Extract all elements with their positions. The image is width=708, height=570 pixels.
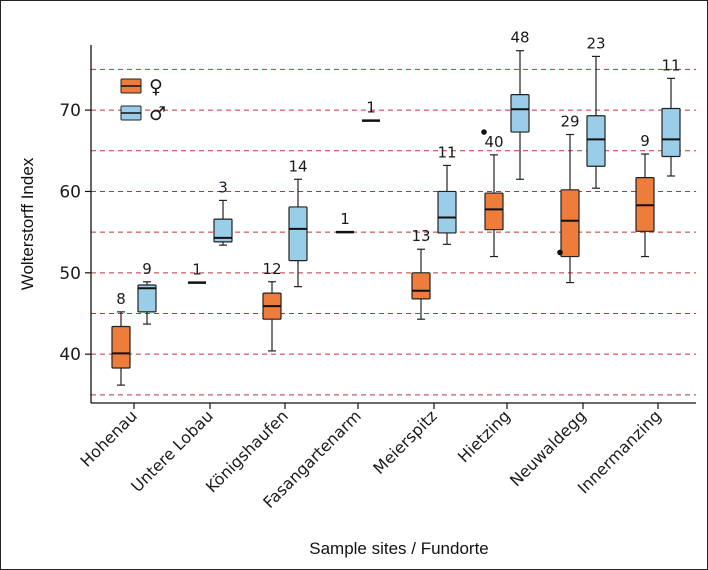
count-label-female-1: 1 [192,261,202,279]
count-label-female-6: 29 [560,113,579,131]
box-male-2 [288,206,308,262]
y-axis-title: Wolterstorff Index [18,157,37,290]
count-label-male-1: 3 [218,178,228,196]
outlier-female-5-0 [481,129,487,135]
x-tick-label-6: Neuwaldegg [506,406,590,490]
box-male-4 [437,190,457,234]
count-label-female-7: 9 [640,132,650,150]
count-label-female-5: 40 [484,133,503,151]
count-label-male-6: 23 [586,34,605,52]
y-tick-label-2: 60 [59,182,81,202]
y-tick-label-1: 50 [59,264,81,284]
box-female-0 [111,325,131,369]
count-label-female-4: 13 [411,227,430,245]
box-male-7 [661,107,681,158]
box-female-4 [411,272,431,300]
outlier-female-6-0 [557,249,563,256]
count-label-male-0: 9 [142,260,152,278]
legend-label-0: ♀ [149,76,163,98]
count-label-male-4: 11 [437,143,456,161]
box-male-0 [137,284,157,313]
box-female-5 [484,192,504,231]
x-tick-label-0: Hohenau [77,406,141,470]
y-tick-label-3: 70 [59,101,81,121]
count-label-female-3: 1 [340,210,350,228]
count-label-male-2: 14 [288,157,307,175]
box-female-6 [560,189,580,258]
x-tick-label-4: Meierspitz [369,406,441,478]
legend-label-1: ♂ [149,103,166,125]
x-axis-title: Sample sites / Fundorte [309,539,489,558]
box-male-5 [510,94,530,133]
count-label-male-7: 11 [661,56,680,74]
x-tick-label-5: Hietzing [454,406,514,466]
count-label-male-3: 1 [366,99,376,117]
count-label-female-0: 8 [116,290,126,308]
y-tick-label-0: 40 [59,345,81,365]
box-male-1 [213,218,233,243]
box-male-6 [586,115,606,167]
count-label-male-5: 48 [510,29,529,47]
count-label-female-2: 12 [262,260,281,278]
